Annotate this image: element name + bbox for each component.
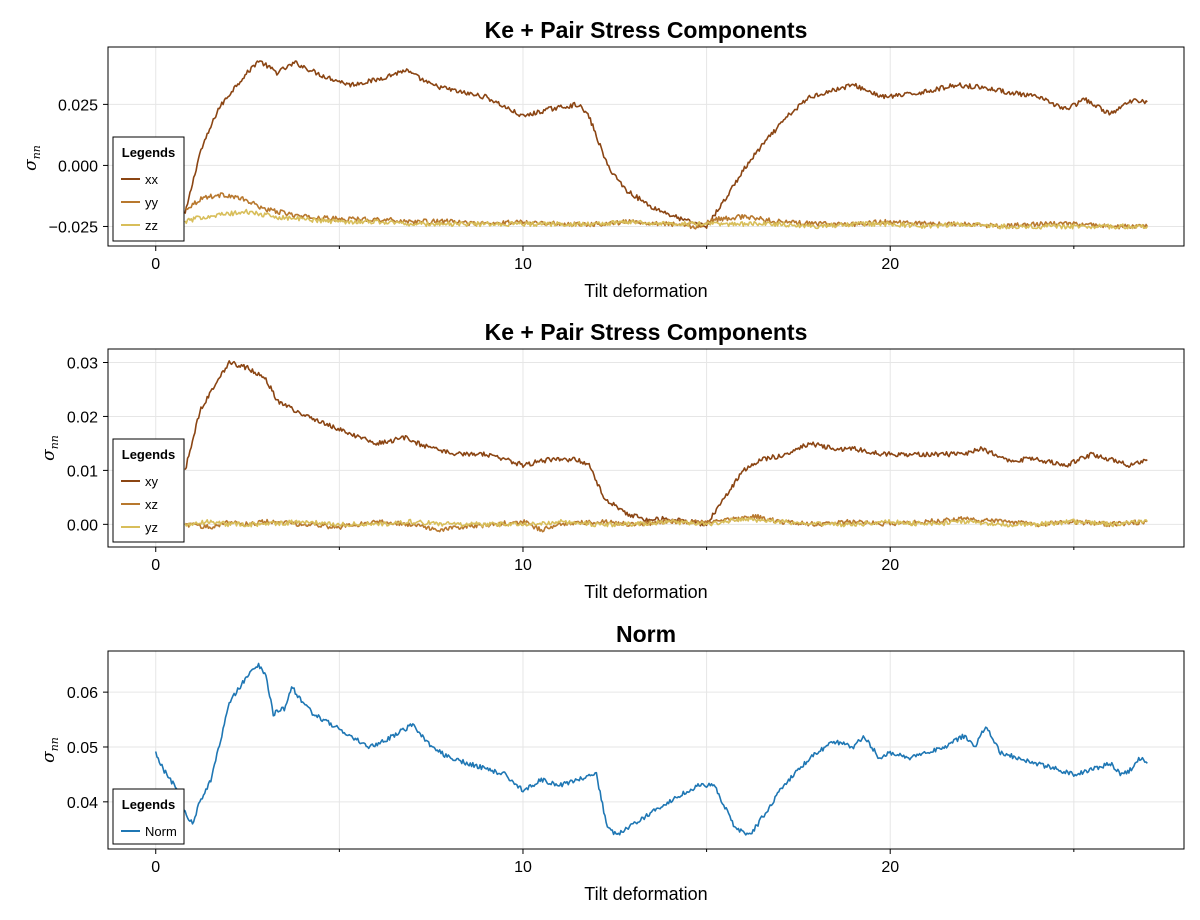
grid [108, 47, 1184, 246]
legend-box [112, 438, 185, 543]
y-tick-label: 0.000 [58, 158, 98, 175]
legend: Legends Norm [112, 788, 185, 845]
series-line-xz [184, 513, 1148, 533]
y-tick-label: 0.02 [67, 409, 98, 426]
chart-title: Ke + Pair Stress Components [485, 17, 808, 43]
legend-box [112, 788, 185, 845]
plot-frame [107, 650, 1185, 850]
chart-title: Norm [616, 621, 676, 647]
x-tick-label: 0 [151, 859, 160, 876]
legend-title: Legends [122, 145, 175, 160]
x-tick-label: 20 [881, 557, 899, 574]
x-tick-label: 10 [514, 557, 532, 574]
legend: Legends xx yy zz [112, 136, 185, 242]
y-tick-label: 0.03 [67, 355, 98, 372]
legend-label-xx: xx [145, 172, 159, 187]
plot-frame [107, 348, 1185, 548]
legend-label-xy: xy [145, 474, 159, 489]
y-tick-label: −0.025 [49, 219, 98, 236]
series-line-yz [184, 516, 1148, 528]
chart-panel-norm: Norm Tilt deformation σnn 0 10 20 0.04 0.05 0… [39, 621, 1185, 904]
svg-text:σnn: σnn [39, 737, 61, 763]
x-axis-label: Tilt deformation [584, 884, 707, 904]
x-tick-label: 10 [514, 859, 532, 876]
legend-label-zz: zz [145, 218, 158, 233]
grid [108, 349, 1184, 547]
x-axis-label: Tilt deformation [584, 582, 707, 602]
series-line-xy [184, 360, 1148, 527]
plot-frame [107, 46, 1185, 247]
svg-text:σnn: σnn [39, 435, 61, 461]
y-tick-label: 0.00 [67, 517, 98, 534]
x-tick-label: 0 [151, 256, 160, 273]
series-line-zz [184, 208, 1148, 230]
chart-panel-stress-diagonal: Ke + Pair Stress Components Tilt deforma… [21, 17, 1185, 301]
y-tick-label: 0.04 [67, 795, 98, 812]
x-tick-label: 0 [151, 557, 160, 574]
y-axis-label: σnn [39, 435, 61, 461]
svg-text:σnn: σnn [21, 145, 43, 171]
chart-title: Ke + Pair Stress Components [485, 319, 808, 345]
x-tick-label: 20 [881, 256, 899, 273]
legend-title: Legends [122, 447, 175, 462]
x-axis-label: Tilt deformation [584, 281, 707, 301]
legend-label-yy: yy [145, 195, 159, 210]
legend-box [112, 136, 185, 242]
y-axis-label: σnn [21, 145, 43, 171]
legend-title: Legends [122, 797, 175, 812]
legend-label-yz: yz [145, 520, 158, 535]
legend-label-norm: Norm [145, 824, 177, 839]
y-tick-label: 0.05 [67, 740, 98, 757]
series-line-xx [184, 60, 1148, 229]
chart-panel-stress-offdiagonal: Ke + Pair Stress Components Tilt deforma… [39, 319, 1185, 602]
y-tick-label: 0.025 [58, 97, 98, 114]
series-line-yy [184, 192, 1148, 230]
y-axis-label: σnn [39, 737, 61, 763]
x-tick-label: 10 [514, 256, 532, 273]
legend: Legends xy xz yz [112, 438, 185, 543]
y-tick-label: 0.06 [67, 685, 98, 702]
x-tick-label: 20 [881, 859, 899, 876]
y-tick-label: 0.01 [67, 463, 98, 480]
series-line-norm [154, 662, 1148, 836]
grid [108, 651, 1184, 849]
legend-label-xz: xz [145, 497, 158, 512]
